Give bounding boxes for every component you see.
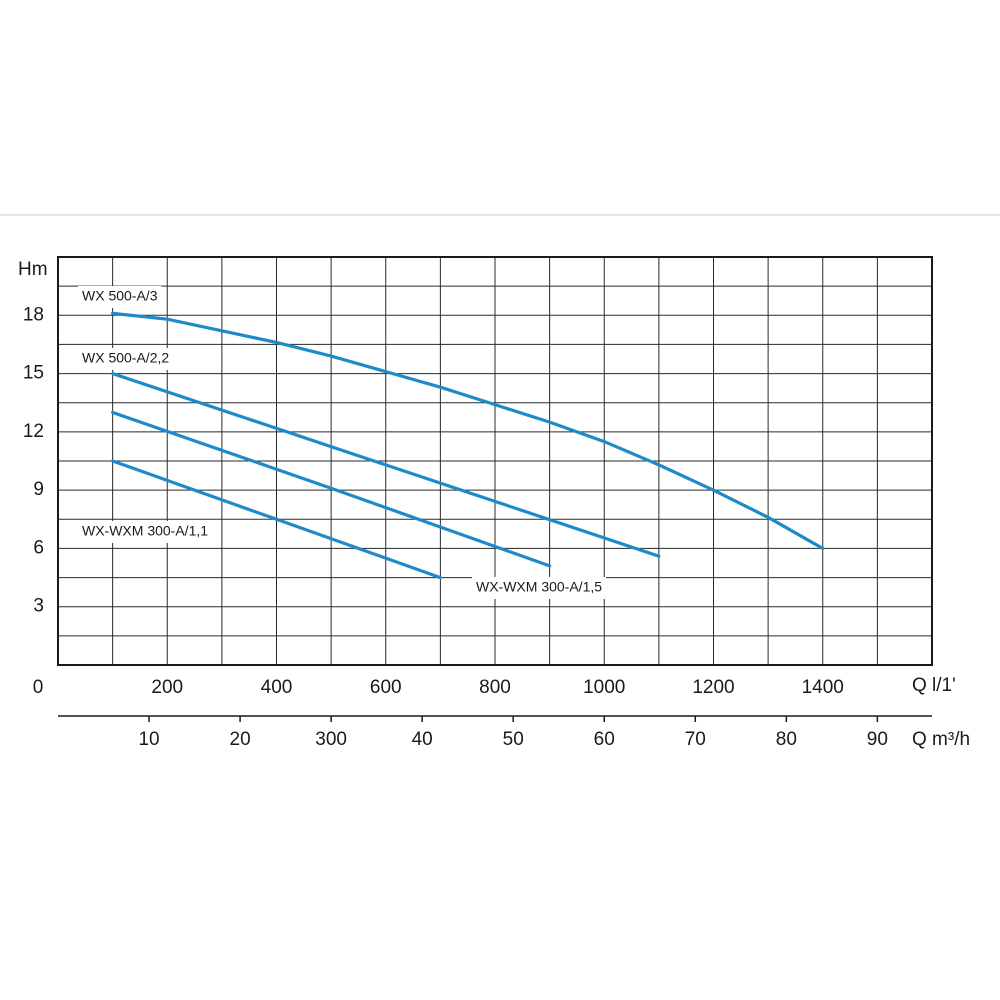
label-background — [78, 521, 213, 543]
x-tick-label: 0 — [33, 677, 44, 698]
x-tick-label: 600 — [370, 677, 402, 698]
label-background — [472, 577, 607, 599]
x-axis-label: Q l/1' — [912, 675, 956, 696]
x2-tick-label: 10 — [138, 729, 159, 750]
y-tick-label: 12 — [23, 421, 44, 442]
y-axis-label: Hm — [18, 259, 48, 280]
plot-frame — [57, 256, 933, 666]
x-tick-label: 200 — [151, 677, 183, 698]
y-tick-label: 18 — [23, 304, 44, 325]
x2-tick-label: 50 — [503, 729, 524, 750]
x2-tick-label: 20 — [230, 729, 251, 750]
x2-axis-label: Q m³/h — [912, 729, 970, 750]
y-tick-label: 9 — [33, 479, 44, 500]
label-background — [78, 348, 174, 370]
y-tick-label: 15 — [23, 363, 44, 384]
x2-tick-label: 80 — [776, 729, 797, 750]
series-label: WX 500-A/2,2 — [82, 350, 169, 366]
series-label: WX-WXM 300-A/1,1 — [82, 523, 208, 539]
series-line — [111, 459, 442, 580]
x2-tick-label: 40 — [412, 729, 433, 750]
y-tick-label: 3 — [33, 596, 44, 617]
x-tick-label: 400 — [261, 677, 293, 698]
x2-tick-label: 300 — [315, 729, 347, 750]
x2-tick-label: 90 — [867, 729, 888, 750]
label-background — [78, 286, 162, 308]
x2-tick-label: 70 — [685, 729, 706, 750]
series-line — [111, 371, 661, 558]
series-label: WX-WXM 300-A/1,5 — [476, 579, 602, 595]
series-line — [111, 410, 552, 568]
series-label: WX 500-A/3 — [82, 288, 158, 304]
x2-tick-label: 60 — [594, 729, 615, 750]
series-line — [111, 311, 825, 551]
x-tick-label: 1400 — [802, 677, 844, 698]
y-tick-label: 6 — [33, 537, 44, 558]
x-tick-label: 1000 — [583, 677, 625, 698]
x-tick-label: 800 — [479, 677, 511, 698]
x-tick-label: 1200 — [692, 677, 734, 698]
